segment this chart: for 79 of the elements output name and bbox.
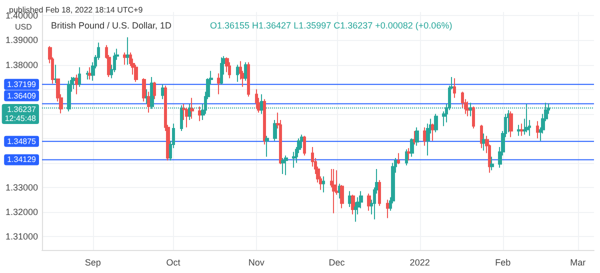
ref-line-label: 1.34129 bbox=[7, 155, 37, 164]
candlestick bbox=[190, 97, 194, 120]
candlestick bbox=[145, 88, 148, 105]
y-tick-label: 1.39000 bbox=[5, 35, 38, 46]
x-tick-label: Dec bbox=[328, 258, 346, 268]
candlestick bbox=[520, 123, 523, 136]
candlestick bbox=[153, 81, 156, 100]
candlestick bbox=[255, 88, 258, 110]
candlestick bbox=[88, 66, 92, 80]
candlestick bbox=[228, 62, 231, 79]
candlestick bbox=[378, 180, 381, 206]
candlestick bbox=[78, 66, 81, 88]
y-tick-label: 1.33000 bbox=[5, 182, 38, 192]
y-axis-title: USD bbox=[15, 22, 32, 32]
candlestick bbox=[123, 52, 127, 66]
candlestick bbox=[300, 134, 304, 149]
candlestick bbox=[303, 135, 306, 156]
candlestick bbox=[490, 156, 494, 171]
candlestick bbox=[265, 135, 269, 158]
x-tick-label: Mar bbox=[570, 258, 586, 268]
candlestick bbox=[351, 194, 355, 215]
candlestick bbox=[405, 148, 408, 166]
candlestick bbox=[185, 107, 188, 128]
candlestick bbox=[126, 36, 129, 66]
candlestick bbox=[72, 76, 76, 90]
candlestick bbox=[431, 123, 435, 142]
candlestick bbox=[86, 70, 89, 80]
candlestick bbox=[517, 124, 521, 136]
candlestick bbox=[332, 168, 336, 214]
x-tick-label: 2022 bbox=[410, 258, 430, 268]
text: O1.36155 H1.36427 L1.35997 C1.36237 +0.00082 (+0.06%) bbox=[210, 20, 452, 30]
candlestick bbox=[273, 119, 277, 142]
candlestick bbox=[263, 98, 266, 145]
candlestick bbox=[407, 148, 411, 161]
candlestick bbox=[198, 106, 202, 122]
annotation: published Feb 18, 2022 18:14 UTC+9 bbox=[9, 6, 144, 14]
candlestick bbox=[75, 74, 79, 95]
ref-line-label: 1.34875 bbox=[7, 136, 37, 146]
candlestick bbox=[466, 101, 470, 117]
candlestick bbox=[348, 190, 352, 208]
y-tick-label: 1.32000 bbox=[5, 206, 38, 217]
candlestick bbox=[161, 84, 164, 100]
candlestick bbox=[147, 91, 151, 114]
candlestick bbox=[453, 78, 456, 98]
text: British Pound / U.S. Dollar, 1D bbox=[51, 20, 172, 30]
candlestick bbox=[482, 132, 486, 152]
candlestick bbox=[217, 72, 221, 95]
ref-line-label: 1.36237 12:45:48 bbox=[4, 105, 37, 124]
candlestick bbox=[367, 193, 371, 212]
candlestick bbox=[284, 155, 288, 176]
candlestick bbox=[220, 56, 223, 85]
candlestick bbox=[386, 199, 389, 219]
candlestick bbox=[434, 113, 438, 133]
candlestick bbox=[322, 176, 325, 193]
x-tick-label: Oct bbox=[166, 258, 181, 268]
candlestick bbox=[472, 106, 475, 130]
candlestick bbox=[480, 124, 483, 149]
legend-label: 1.36409 bbox=[7, 91, 37, 100]
candlestick bbox=[509, 110, 513, 138]
candlestick bbox=[413, 130, 416, 145]
candlestick bbox=[244, 62, 247, 82]
candlestick bbox=[236, 64, 239, 82]
candlestick bbox=[340, 184, 344, 209]
candlestick bbox=[142, 78, 146, 102]
x-tick-label: Nov bbox=[248, 258, 265, 268]
x-tick-label: Sep bbox=[84, 258, 101, 268]
candlestick bbox=[410, 138, 414, 158]
candlestick bbox=[54, 64, 57, 84]
y-tick-label: 1.31000 bbox=[5, 232, 38, 242]
ref-line-label: 1.37199 bbox=[7, 80, 37, 89]
candlestick bbox=[292, 151, 296, 168]
candlestick bbox=[247, 62, 250, 98]
x-tick-label: Feb bbox=[495, 258, 511, 268]
candlestick bbox=[260, 94, 263, 114]
y-tick-label: 1.38000 bbox=[5, 60, 38, 70]
candlestick bbox=[536, 120, 539, 139]
candlestick bbox=[415, 126, 419, 146]
candlestick bbox=[281, 157, 285, 174]
candlestick bbox=[397, 152, 400, 165]
